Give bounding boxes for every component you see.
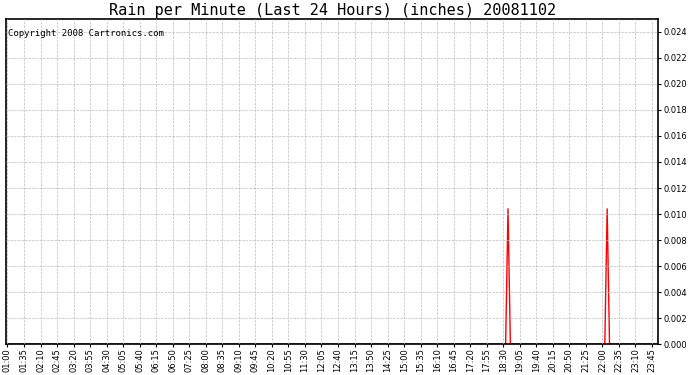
Text: Copyright 2008 Cartronics.com: Copyright 2008 Cartronics.com (8, 29, 164, 38)
Title: Rain per Minute (Last 24 Hours) (inches) 20081102: Rain per Minute (Last 24 Hours) (inches)… (108, 3, 555, 18)
